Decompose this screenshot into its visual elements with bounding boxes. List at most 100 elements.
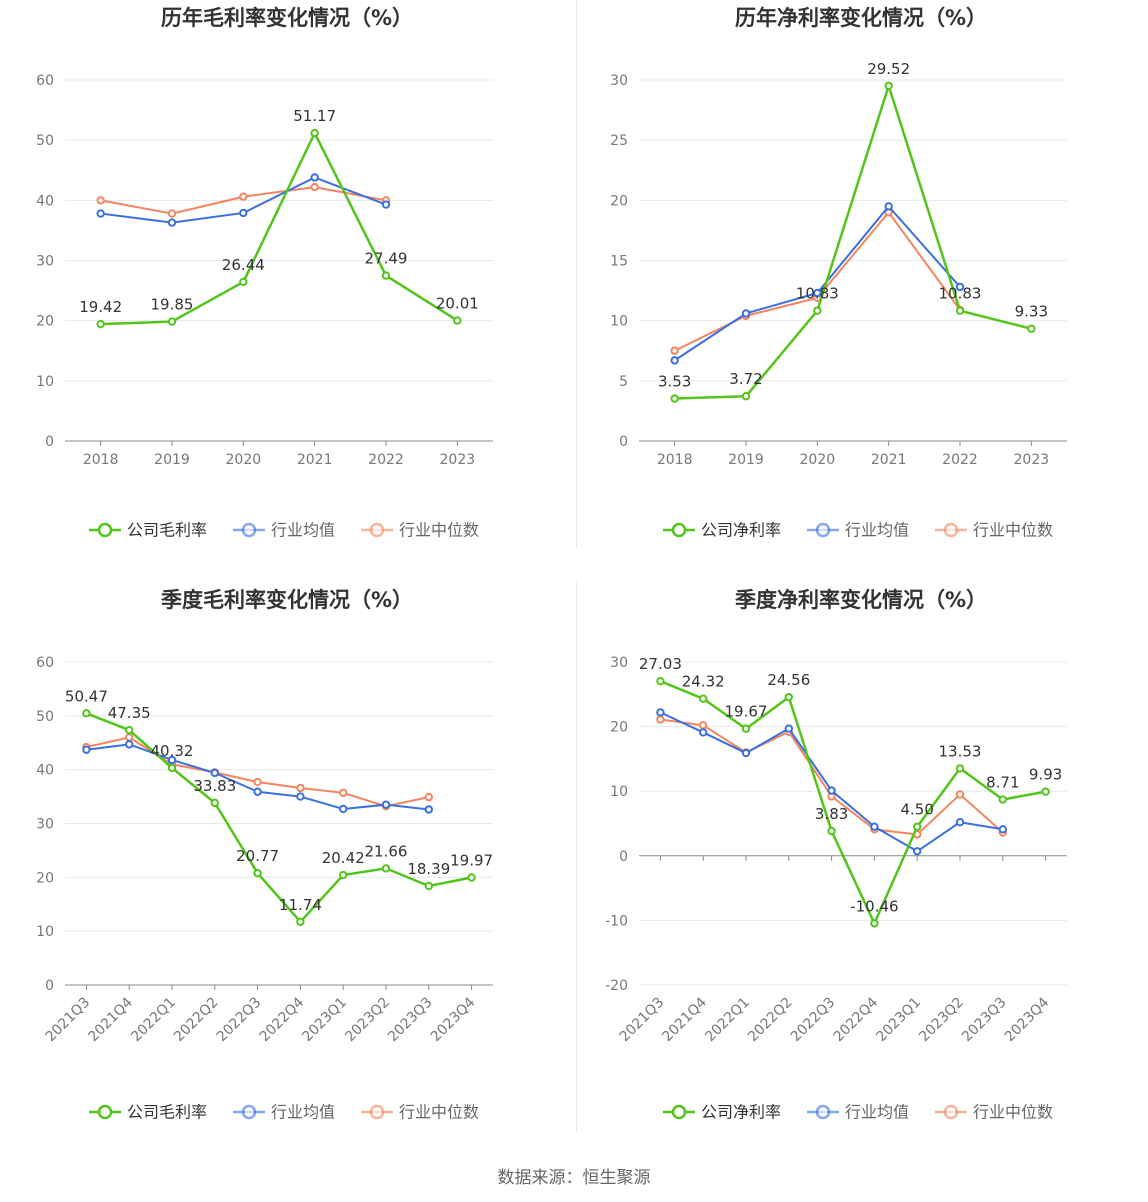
- y-tick-label: 60: [36, 655, 54, 671]
- data-point: [82, 709, 91, 718]
- chart-svg: 季度毛利率变化情况（%）01020304050602021Q32021Q4202…: [36, 588, 493, 1122]
- data-point: [656, 715, 665, 724]
- data-label: 3.72: [729, 370, 762, 388]
- y-tick-label: 40: [36, 763, 54, 779]
- legend-label: 行业均值: [845, 1103, 909, 1122]
- data-point: [167, 218, 177, 227]
- legend-item: 行业中位数: [361, 1103, 479, 1122]
- legend-item: 行业中位数: [935, 1103, 1053, 1122]
- legend-label: 行业均值: [271, 1103, 335, 1122]
- data-label: 3.83: [815, 805, 848, 823]
- y-tick-label: 40: [36, 193, 54, 209]
- data-point: [453, 316, 462, 325]
- x-tick-label: 2021Q4: [659, 994, 710, 1045]
- x-tick-label: 2022Q3: [788, 995, 839, 1046]
- data-point: [424, 805, 433, 814]
- data-point: [424, 792, 433, 802]
- legend-swatch-marker: [369, 522, 385, 538]
- data-source-label: 数据来源：恒生聚源: [497, 1168, 651, 1188]
- data-point: [670, 394, 679, 403]
- y-tick-label: 10: [610, 314, 628, 330]
- data-point: [955, 790, 965, 799]
- data-label: 47.35: [108, 704, 151, 722]
- data-point: [381, 271, 391, 280]
- data-point: [827, 786, 836, 795]
- data-point: [381, 200, 391, 209]
- y-tick-label: 15: [610, 254, 628, 270]
- legend-item: 公司净利率: [663, 521, 781, 540]
- y-tick-label: 25: [610, 133, 628, 149]
- data-label: 19.97: [450, 851, 493, 869]
- y-tick-label: 20: [36, 314, 54, 330]
- y-tick-label: 10: [36, 924, 54, 940]
- data-label: 19.42: [79, 298, 122, 316]
- chart-svg: 历年净利率变化情况（%） 0 5 10 15 20 25 30 2018 2019 2020 2021…: [610, 6, 1067, 540]
- x-tick-label: 2023Q1: [873, 995, 924, 1046]
- data-point: [339, 870, 348, 880]
- x-tick-label: 2022Q1: [128, 995, 179, 1046]
- legend-swatch-marker: [815, 1104, 831, 1120]
- data-label: 4.50: [900, 801, 933, 819]
- legend-label: 行业中位数: [973, 521, 1053, 540]
- x-tick-label: 2022: [942, 452, 978, 468]
- data-label: 27.49: [365, 250, 408, 268]
- data-point: [210, 768, 220, 778]
- data-point: [310, 173, 319, 182]
- data-point: [884, 81, 893, 90]
- series-line-company: [85, 712, 472, 924]
- data-point: [339, 788, 348, 798]
- x-tick-label: 2019: [154, 452, 190, 468]
- y-tick-label: 30: [610, 655, 628, 671]
- x-tick-label: 2023Q2: [916, 995, 967, 1046]
- chart-title: 季度净利率变化情况（%）: [735, 588, 987, 612]
- y-tick-label: 30: [36, 254, 54, 270]
- data-point: [210, 798, 220, 808]
- y-tick-label: 0: [45, 978, 54, 994]
- x-tick-label: 2021Q4: [85, 994, 136, 1045]
- annual-gross-margin-chart: 历年毛利率变化情况（%） 0 10 20 30 40 50 60 2018 2019 2020 202…: [0, 0, 574, 580]
- legend-label: 行业中位数: [973, 1103, 1053, 1122]
- data-point: [955, 764, 965, 773]
- y-tick-label: 50: [36, 709, 54, 725]
- legend-swatch-marker: [369, 1104, 385, 1120]
- data-point: [125, 733, 134, 742]
- data-point: [381, 864, 391, 873]
- x-tick-label: 2023: [440, 452, 476, 468]
- series-line-industry-median: [674, 210, 961, 352]
- x-tick-label: 2022Q4: [831, 994, 882, 1045]
- x-tick-label: 2019: [728, 452, 764, 468]
- legend-label: 行业中位数: [399, 1103, 479, 1122]
- x-tick-label: 2023Q2: [342, 995, 393, 1046]
- data-point: [998, 795, 1007, 804]
- y-tick-label: 20: [610, 720, 628, 736]
- data-point: [253, 868, 262, 878]
- data-point: [870, 919, 879, 928]
- data-point: [741, 392, 751, 401]
- series-line-industry-avg: [674, 204, 961, 362]
- x-tick-label: 2023Q3: [385, 995, 436, 1046]
- y-tick-label: 20: [36, 870, 54, 886]
- legend-label: 公司净利率: [701, 521, 781, 540]
- data-point: [167, 317, 177, 326]
- data-point: [296, 792, 305, 801]
- legend-label: 行业均值: [845, 521, 909, 540]
- data-label: 11.74: [279, 896, 322, 914]
- chart-title: 季度毛利率变化情况（%）: [161, 588, 413, 612]
- annual-net-margin-chart: 历年净利率变化情况（%） 0 5 10 15 20 25 30 2018 2019 2020 2021…: [574, 0, 1148, 580]
- data-point: [741, 309, 751, 318]
- legend-item: 行业均值: [807, 1103, 909, 1122]
- x-tick-label: 2018: [657, 452, 693, 468]
- data-point: [827, 826, 836, 836]
- data-label: 13.53: [939, 742, 982, 760]
- x-tick-label: 2022Q3: [214, 995, 265, 1046]
- legend-swatch-marker: [241, 522, 257, 538]
- legend-item: 公司毛利率: [89, 1103, 207, 1122]
- data-point: [741, 724, 751, 733]
- chart-svg: 历年毛利率变化情况（%） 0 10 20 30 40 50 60 2018 2019 2020 202…: [36, 6, 493, 540]
- data-label: 27.03: [639, 655, 682, 673]
- y-tick-label: 5: [619, 374, 628, 390]
- legend-item: 行业均值: [233, 1103, 335, 1122]
- data-point: [870, 822, 879, 831]
- data-point: [239, 208, 248, 218]
- data-point: [125, 740, 134, 749]
